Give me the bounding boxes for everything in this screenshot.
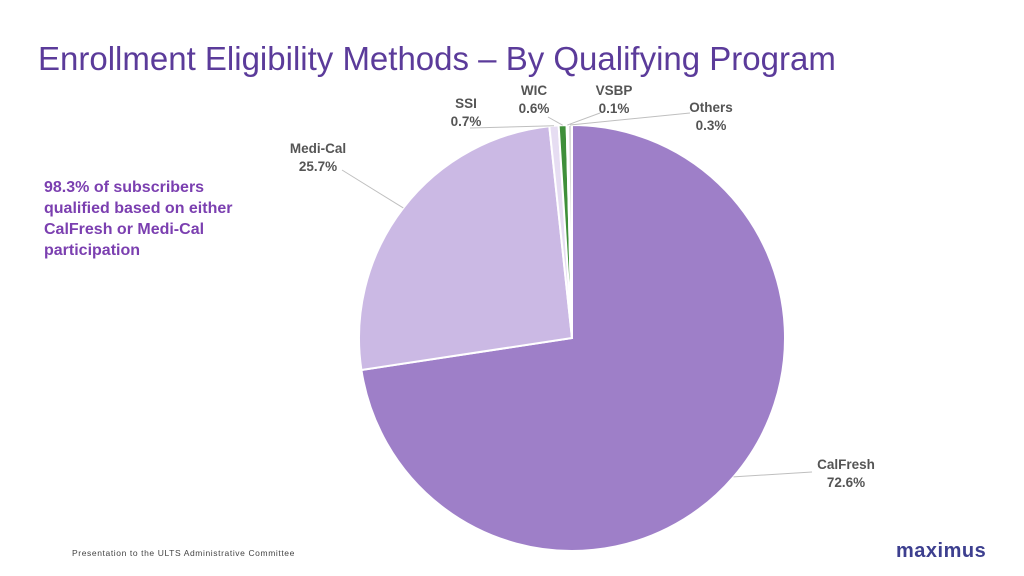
slice-label-calfresh: CalFresh <box>817 457 875 472</box>
slice-value-vsbp: 0.1% <box>599 101 630 116</box>
slice-label-medi-cal: Medi-Cal <box>290 141 346 156</box>
summary-callout: 98.3% of subscribers qualified based on … <box>44 179 233 259</box>
slice-value-wic: 0.6% <box>519 101 550 116</box>
pie-slice-calfresh <box>360 123 786 552</box>
slice-label-others: Others <box>689 100 733 115</box>
slice-label-ssi: SSI <box>455 96 477 111</box>
leader-line-ssi <box>469 125 554 129</box>
slice-value-ssi: 0.7% <box>451 114 482 129</box>
slice-label-vsbp: VSBP <box>596 83 633 98</box>
leader-line-wic <box>547 116 563 126</box>
leader-line-others <box>569 112 691 126</box>
footer-text: Presentation to the ULTS Administrative … <box>72 548 295 558</box>
leader-line-vsbp <box>567 112 601 126</box>
pie-slice-medi-cal <box>358 125 574 372</box>
page-title: Enrollment Eligibility Methods – By Qual… <box>38 40 836 77</box>
maximus-logo: maximus <box>896 540 987 562</box>
slice-value-calfresh: 72.6% <box>827 475 865 490</box>
slice-label-wic: WIC <box>521 83 547 98</box>
leader-line-calfresh <box>733 471 813 478</box>
slice-value-others: 0.3% <box>696 118 727 133</box>
slice-value-medi-cal: 25.7% <box>299 159 337 174</box>
leader-line-medi-cal <box>341 169 404 209</box>
